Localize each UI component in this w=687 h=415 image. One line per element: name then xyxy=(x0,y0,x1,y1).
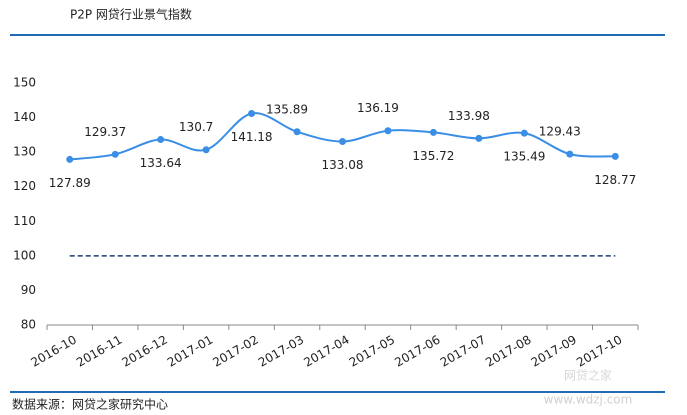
x-tick-label: 2017-01 xyxy=(165,333,215,370)
data-label: 135.89 xyxy=(266,102,308,116)
data-point xyxy=(520,129,528,137)
data-point xyxy=(202,146,210,154)
watermark: 网贷之家 xyxy=(564,368,612,383)
y-tick-label: 130 xyxy=(13,145,36,159)
data-label: 127.89 xyxy=(49,176,91,190)
data-label: 133.08 xyxy=(322,158,364,172)
x-tick-label: 2017-08 xyxy=(483,333,533,370)
data-point xyxy=(475,134,483,142)
data-label: 128.77 xyxy=(594,173,636,187)
x-tick-label: 2017-05 xyxy=(347,333,397,370)
data-point xyxy=(384,127,392,135)
data-label: 130.7 xyxy=(179,120,213,134)
data-label: 136.19 xyxy=(357,101,399,115)
watermark-url: www.wdzj.com xyxy=(544,393,633,407)
data-point xyxy=(111,150,119,158)
data-point xyxy=(66,155,74,163)
data-label: 129.43 xyxy=(539,125,581,139)
source-note: 数据来源：网贷之家研究中心 xyxy=(12,397,168,412)
data-point xyxy=(611,152,619,160)
y-tick-label: 80 xyxy=(21,318,36,332)
data-label: 133.64 xyxy=(140,156,182,170)
data-label: 133.98 xyxy=(448,109,490,123)
x-tick-label: 2017-03 xyxy=(256,333,306,370)
y-tick-label: 150 xyxy=(13,76,36,90)
data-label: 141.18 xyxy=(231,130,273,144)
chart-title: P2P 网贷行业景气指数 xyxy=(70,7,192,22)
data-point xyxy=(566,150,574,158)
y-tick-label: 110 xyxy=(13,214,36,228)
data-point xyxy=(429,128,437,136)
data-label: 129.37 xyxy=(84,125,126,139)
x-tick-label: 2017-10 xyxy=(574,333,624,370)
x-tick-label: 2017-06 xyxy=(392,333,442,370)
x-tick-label: 2016-10 xyxy=(29,333,79,370)
data-point xyxy=(293,128,301,136)
data-label: 135.72 xyxy=(412,149,454,163)
y-tick-label: 100 xyxy=(13,248,36,262)
x-tick-label: 2017-04 xyxy=(301,333,351,370)
x-tick-label: 2017-02 xyxy=(210,333,260,370)
y-tick-label: 140 xyxy=(13,110,36,124)
y-tick-label: 90 xyxy=(21,283,36,297)
x-tick-label: 2016-11 xyxy=(74,333,124,370)
data-point xyxy=(248,109,256,117)
data-label: 135.49 xyxy=(503,150,545,164)
x-tick-label: 2016-12 xyxy=(119,333,169,370)
x-tick-label: 2017-09 xyxy=(529,333,579,370)
y-tick-label: 120 xyxy=(13,179,36,193)
data-point xyxy=(339,137,346,145)
data-point xyxy=(157,136,165,144)
x-tick-label: 2017-07 xyxy=(438,333,488,370)
